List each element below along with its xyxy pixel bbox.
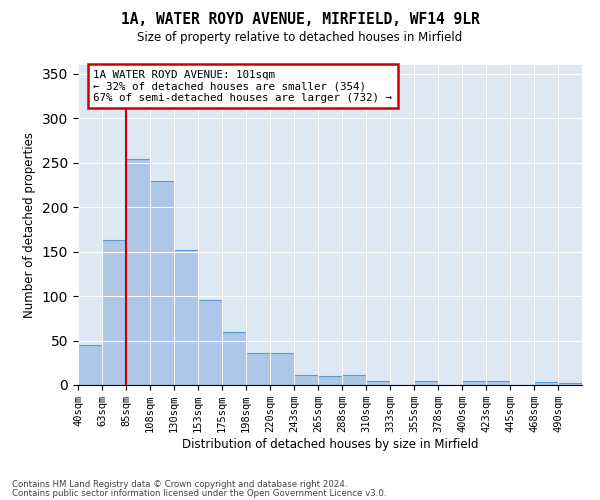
Bar — [222, 332, 246, 385]
X-axis label: Distribution of detached houses by size in Mirfield: Distribution of detached houses by size … — [182, 438, 478, 451]
Bar — [150, 182, 174, 385]
Bar — [198, 300, 222, 385]
Bar — [366, 380, 390, 385]
Text: 1A WATER ROYD AVENUE: 101sqm
← 32% of detached houses are smaller (354)
67% of s: 1A WATER ROYD AVENUE: 101sqm ← 32% of de… — [93, 70, 392, 103]
Bar — [414, 382, 438, 385]
Bar — [174, 250, 198, 385]
Text: Contains HM Land Registry data © Crown copyright and database right 2024.: Contains HM Land Registry data © Crown c… — [12, 480, 347, 489]
Bar — [78, 345, 102, 385]
Bar — [486, 380, 510, 385]
Bar — [342, 375, 366, 385]
Bar — [126, 159, 150, 385]
Bar — [270, 353, 294, 385]
Bar — [318, 376, 342, 385]
Bar — [294, 375, 318, 385]
Y-axis label: Number of detached properties: Number of detached properties — [23, 132, 37, 318]
Bar — [534, 382, 558, 385]
Bar — [102, 240, 126, 385]
Bar — [462, 382, 486, 385]
Bar — [558, 383, 582, 385]
Text: Size of property relative to detached houses in Mirfield: Size of property relative to detached ho… — [137, 31, 463, 44]
Text: 1A, WATER ROYD AVENUE, MIRFIELD, WF14 9LR: 1A, WATER ROYD AVENUE, MIRFIELD, WF14 9L… — [121, 12, 479, 28]
Bar — [246, 353, 270, 385]
Text: Contains public sector information licensed under the Open Government Licence v3: Contains public sector information licen… — [12, 488, 386, 498]
